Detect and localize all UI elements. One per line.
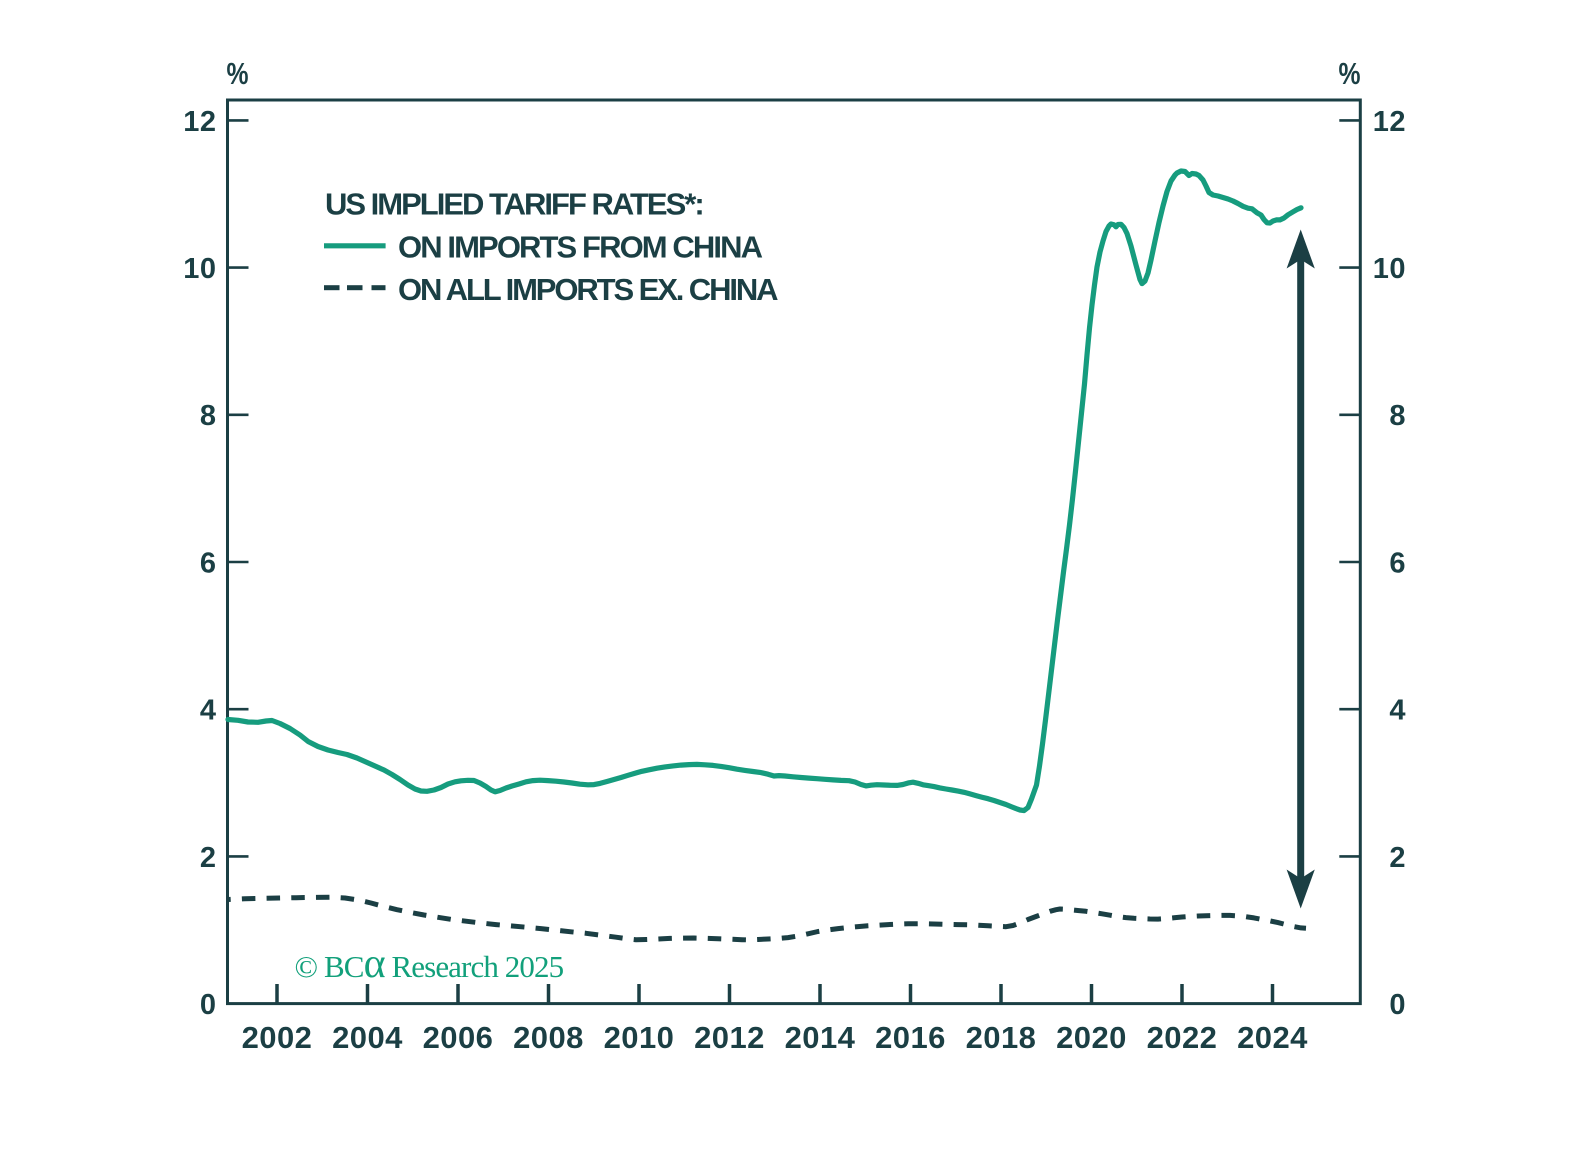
svg-text:2022: 2022 [1147, 1020, 1218, 1055]
svg-text:2002: 2002 [242, 1020, 313, 1055]
svg-text:2018: 2018 [966, 1020, 1037, 1055]
svg-text:ON IMPORTS FROM CHINA: ON IMPORTS FROM CHINA [398, 230, 763, 265]
svg-text:2: 2 [200, 842, 217, 874]
svg-text:4: 4 [1389, 695, 1406, 727]
svg-text:%: % [227, 56, 249, 91]
svg-text:0: 0 [1389, 989, 1406, 1021]
svg-text:2012: 2012 [694, 1020, 765, 1055]
svg-text:© BCα Research 2025: © BCα Research 2025 [295, 941, 564, 987]
svg-text:10: 10 [183, 253, 216, 285]
svg-text:2010: 2010 [604, 1020, 675, 1055]
svg-text:10: 10 [1373, 253, 1406, 285]
svg-text:2014: 2014 [785, 1020, 856, 1055]
svg-text:4: 4 [200, 695, 217, 727]
svg-text:2006: 2006 [423, 1020, 494, 1055]
svg-text:12: 12 [1373, 106, 1406, 138]
svg-text:2016: 2016 [875, 1020, 946, 1055]
svg-text:2020: 2020 [1056, 1020, 1127, 1055]
svg-text:6: 6 [200, 547, 217, 579]
svg-text:2024: 2024 [1237, 1020, 1308, 1055]
svg-text:ON ALL IMPORTS EX. CHINA: ON ALL IMPORTS EX. CHINA [398, 272, 778, 307]
svg-text:2: 2 [1389, 842, 1406, 874]
svg-text:12: 12 [183, 106, 216, 138]
svg-text:%: % [1339, 56, 1361, 91]
svg-text:8: 8 [1389, 400, 1406, 432]
svg-text:0: 0 [200, 989, 217, 1021]
svg-text:2008: 2008 [513, 1020, 584, 1055]
svg-text:6: 6 [1389, 547, 1406, 579]
svg-text:2004: 2004 [332, 1020, 403, 1055]
svg-text:8: 8 [200, 400, 217, 432]
svg-text:US IMPLIED TARIFF RATES*:: US IMPLIED TARIFF RATES*: [325, 187, 703, 222]
